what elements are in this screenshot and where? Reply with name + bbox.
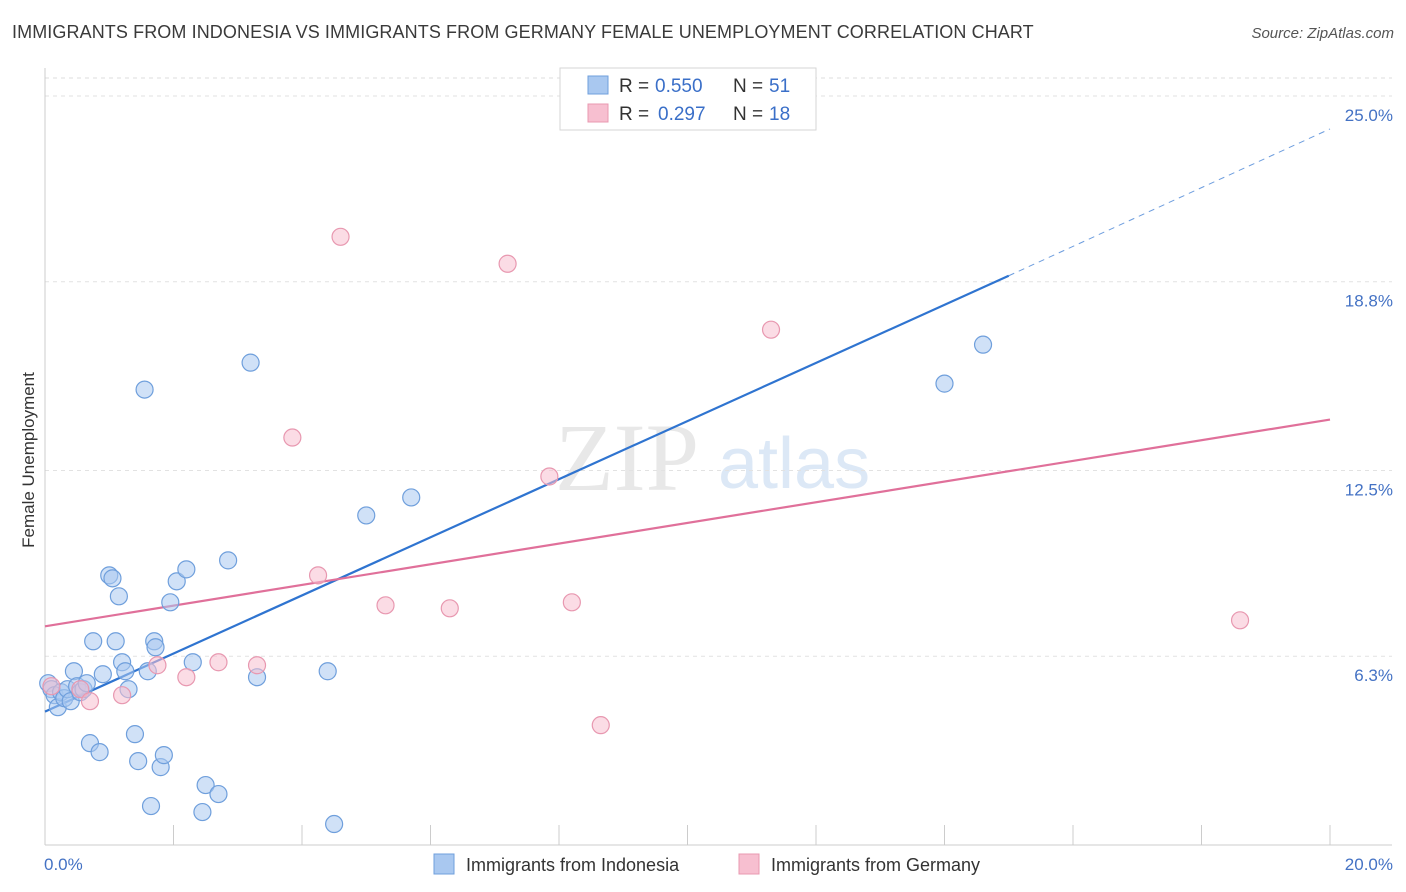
point-s0-43 — [318, 662, 337, 681]
point-s0-35 — [177, 560, 196, 579]
point-s0-16 — [93, 665, 112, 684]
point-s0-8 — [64, 662, 84, 681]
x-tick-label-1: 20.0% — [1345, 855, 1393, 874]
point-s0-24 — [125, 725, 145, 744]
point-s1-11 — [376, 596, 395, 615]
point-s0-47 — [935, 374, 954, 393]
legend-r-value-1: 0.550 — [655, 76, 703, 97]
point-s0-36 — [183, 653, 202, 672]
point-s1-12 — [440, 599, 459, 618]
legend-swatch-indonesia — [587, 75, 609, 95]
point-s1-6 — [209, 653, 228, 672]
point-s0-26 — [135, 380, 154, 399]
y-axis-label: Female Unemployment — [19, 372, 38, 548]
point-s0-38 — [196, 775, 215, 795]
y-tick-label-1: 12.5% — [1345, 480, 1393, 499]
point-s0-22 — [116, 662, 135, 681]
point-s1-18 — [1230, 611, 1250, 630]
tick-labels: 6.3% 12.5% 18.8% 25.0% 0.0% 20.0% — [44, 106, 1393, 874]
point-s0-45 — [357, 506, 376, 525]
point-s1-4 — [148, 656, 167, 675]
source-label: Source: ZipAtlas.com — [1251, 25, 1394, 42]
trend-line-0 — [44, 274, 1010, 713]
point-s0-14 — [84, 632, 103, 651]
point-s1-9 — [308, 566, 328, 585]
point-s1-15 — [562, 593, 581, 612]
point-s1-2 — [80, 692, 100, 711]
y-tick-label-2: 18.8% — [1345, 292, 1393, 311]
point-s0-48 — [973, 335, 993, 354]
point-s0-25 — [129, 752, 148, 771]
chart-title: IMMIGRANTS FROM INDONESIA VS IMMIGRANTS … — [12, 22, 1034, 42]
point-s0-34 — [167, 572, 186, 591]
legend-n-value-1: 51 — [769, 76, 790, 97]
bottom-legend-label-indonesia: Immigrants from Indonesia — [466, 855, 680, 875]
point-s1-13 — [498, 254, 517, 273]
data-points — [39, 227, 1250, 834]
bottom-legend-swatch-germany — [738, 853, 760, 875]
point-s0-33 — [161, 593, 180, 612]
legend-r-label-1: R = — [619, 76, 649, 97]
watermark-atlas: atlas — [718, 424, 870, 504]
point-s0-15 — [90, 743, 109, 762]
point-s0-30 — [146, 638, 165, 657]
point-s1-3 — [112, 686, 132, 705]
x-tick-label-0: 0.0% — [44, 855, 83, 874]
y-tick-label-3: 25.0% — [1345, 106, 1393, 125]
y-tick-label-0: 6.3% — [1354, 666, 1393, 685]
watermark-zip: ZIP — [555, 404, 699, 511]
point-s0-32 — [154, 746, 173, 765]
point-s1-17 — [761, 320, 781, 339]
axes — [44, 68, 1392, 846]
point-s0-19 — [106, 632, 125, 651]
point-s1-0 — [42, 677, 61, 696]
legend-r-label-2: R = — [619, 104, 649, 125]
point-s1-14 — [540, 467, 559, 486]
point-s0-39 — [209, 784, 228, 804]
trend-extension-0 — [1008, 128, 1331, 277]
point-s0-18 — [103, 569, 122, 588]
trend-line-1 — [44, 418, 1331, 628]
point-s0-37 — [193, 802, 212, 822]
point-s1-16 — [591, 716, 610, 735]
legend-box: R = 0.550 N = 51 R = 0.297 N = 18 — [559, 67, 817, 131]
point-s1-8 — [283, 428, 302, 447]
bottom-legend: Immigrants from Indonesia Immigrants fro… — [433, 853, 980, 875]
point-s1-1 — [71, 680, 90, 699]
point-s0-40 — [219, 551, 238, 570]
trend-lines — [44, 128, 1331, 713]
bottom-legend-swatch-indonesia — [433, 853, 455, 875]
point-s1-7 — [247, 656, 267, 675]
point-s0-42 — [241, 353, 260, 372]
point-s0-20 — [109, 587, 128, 606]
point-s0-46 — [402, 488, 421, 507]
bottom-legend-label-germany: Immigrants from Germany — [771, 855, 980, 875]
legend-r-value-2: 0.297 — [658, 104, 706, 125]
point-s1-10 — [331, 227, 350, 246]
point-s0-44 — [325, 814, 344, 834]
legend-swatch-germany — [587, 103, 609, 123]
legend-n-label-1: N = — [733, 76, 763, 97]
legend-n-value-2: 18 — [769, 104, 790, 125]
legend-n-label-2: N = — [733, 104, 763, 125]
point-s0-28 — [141, 796, 161, 816]
point-s1-5 — [177, 668, 196, 687]
